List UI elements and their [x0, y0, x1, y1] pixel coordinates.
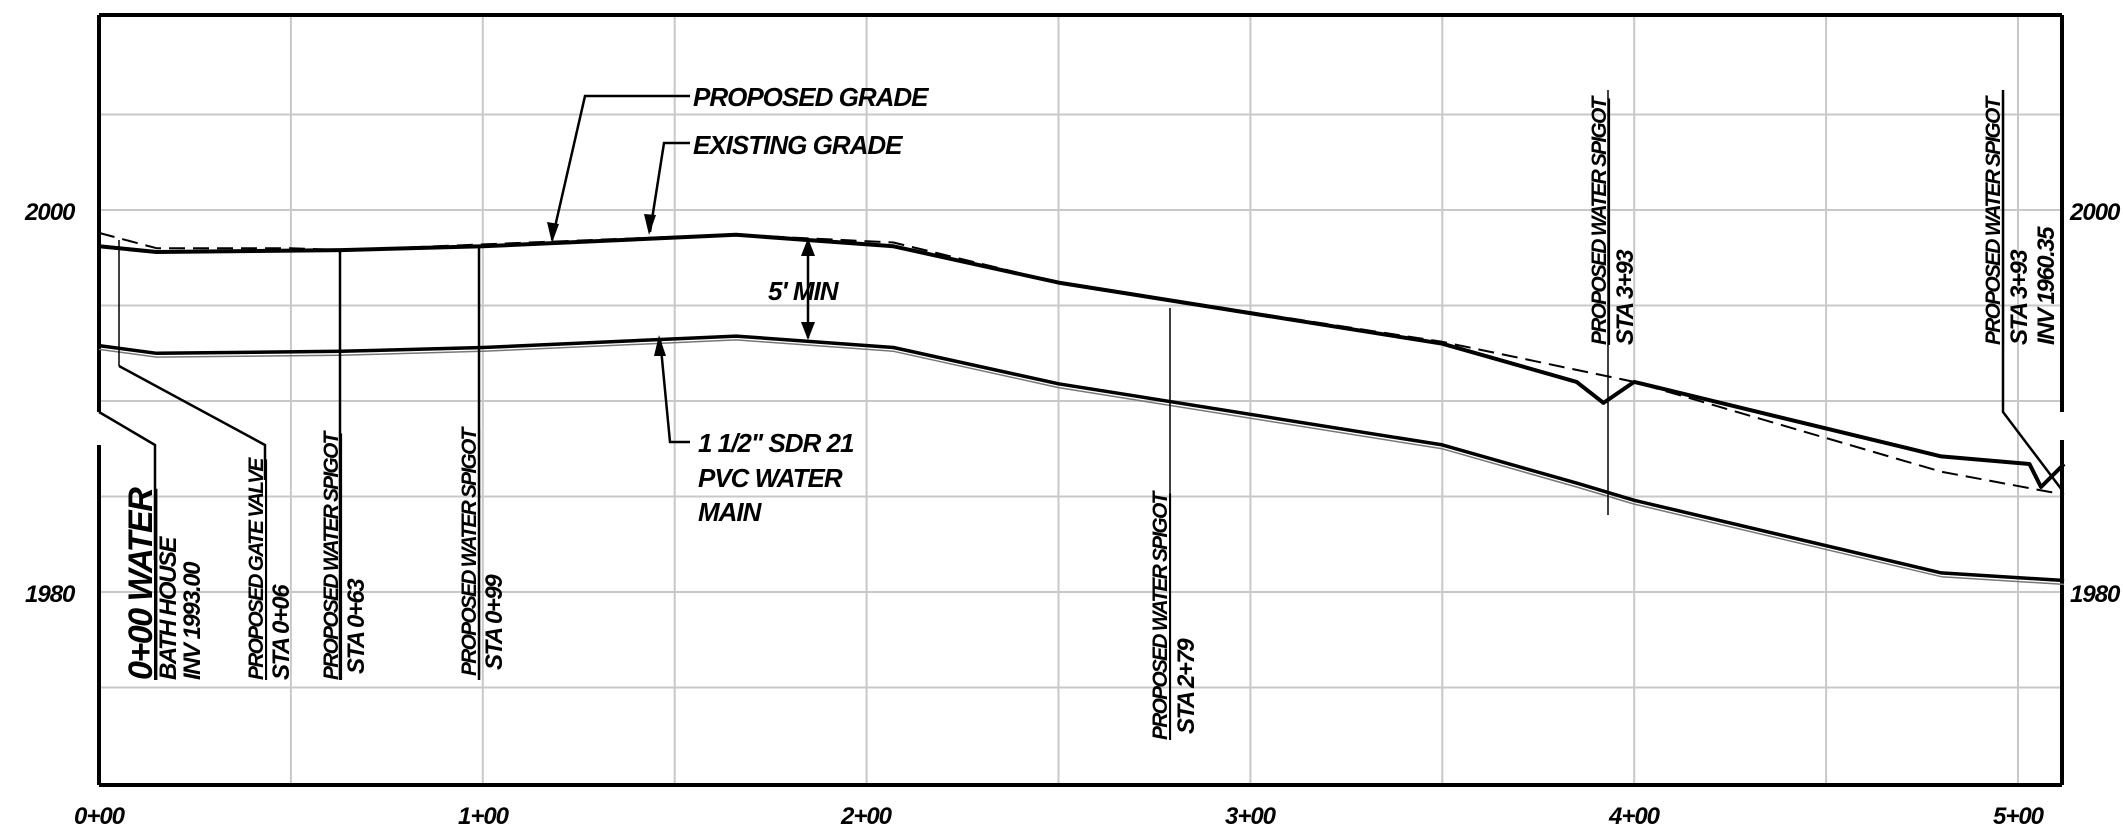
- water-main-arrow: [654, 335, 666, 356]
- proposed-grade-leader: [550, 94, 690, 241]
- x-tick: 0+00: [74, 803, 126, 830]
- proposed-grade-label: PROPOSED GRADE: [693, 82, 929, 112]
- y-tick-left: 2000: [24, 199, 76, 226]
- x-tick: 3+00: [1225, 803, 1277, 830]
- x-tick: 4+00: [1608, 803, 1661, 830]
- gate-valve-sta: STA 0+06: [268, 584, 295, 680]
- spigot-099-title: PROPOSED WATER SPIGOT: [458, 426, 481, 676]
- spigot-279-title: PROPOSED WATER SPIGOT: [1149, 490, 1172, 740]
- bath-house-leader: [98, 410, 157, 560]
- spigot-end-leader: [2001, 90, 2063, 491]
- y-tick-left: 1980: [25, 581, 76, 608]
- spigot-063-sta: STA 0+63: [343, 578, 370, 674]
- x-tick: 5+00: [1993, 803, 2045, 830]
- x-tick: 2+00: [840, 803, 893, 830]
- existing-grade-label: EXISTING GRADE: [693, 130, 903, 160]
- annotations: PROPOSED GRADE EXISTING GRADE 5' MIN 1 1…: [693, 82, 930, 527]
- water-main-label-1: 1 1/2" SDR 21: [698, 428, 854, 458]
- bath-house-line2: BATH HOUSE: [155, 536, 182, 680]
- existing-grade-leader: [648, 141, 690, 233]
- callout-spigot-099: PROPOSED WATER SPIGOT STA 0+99: [458, 426, 508, 676]
- y-tick-right: 1980: [2070, 581, 2121, 608]
- series-2-water-main-line-inner: [98, 339, 2065, 586]
- series-1-existing-grade-line: [98, 231, 2065, 496]
- spigot-393-title: PROPOSED WATER SPIGOT: [1588, 95, 1611, 345]
- x-tick-labels: 0+00 1+00 2+00 3+00 4+00 5+00: [74, 803, 2046, 830]
- frame: [97, 13, 2064, 787]
- spigot-099-sta: STA 0+99: [481, 574, 508, 670]
- spigot-393-sta: STA 3+93: [1612, 249, 1639, 345]
- cover-label: 5' MIN: [768, 276, 840, 306]
- spigot-063-title: PROPOSED WATER SPIGOT: [320, 430, 343, 680]
- series-2-water-main-line: [98, 334, 2065, 583]
- water-main-leader: [658, 337, 690, 444]
- spigot-end-title: PROPOSED WATER SPIGOT: [1982, 95, 2005, 345]
- callout-bath-house: 0+00 WATER BATH HOUSE INV 1993.00: [122, 487, 206, 680]
- callout-spigot-end: PROPOSED WATER SPIGOT STA 3+93 INV 1960.…: [1982, 95, 2060, 345]
- spigot-279-sta: STA 2+79: [1173, 638, 1200, 734]
- y-tick-labels: 2000 1980 2000 1980: [24, 199, 2122, 608]
- grid: [99, 15, 2062, 785]
- proposed-grade-arrow: [547, 222, 559, 243]
- water-main-label-3: MAIN: [698, 497, 763, 527]
- gate-valve-leader: [118, 364, 267, 480]
- leaders: [98, 90, 2063, 740]
- existing-grade-arrow: [644, 214, 656, 235]
- bath-house-line3: INV 1993.00: [179, 561, 206, 680]
- series-0-proposed-grade-line: [98, 232, 2066, 489]
- callout-spigot-393: PROPOSED WATER SPIGOT STA 3+93: [1588, 95, 1639, 345]
- callout-gate-valve: PROPOSED GATE VALVE STA 0+06: [245, 457, 295, 680]
- x-tick: 1+00: [458, 803, 510, 830]
- callout-spigot-279: PROPOSED WATER SPIGOT STA 2+79: [1149, 490, 1200, 740]
- spigot-end-sta: STA 3+93: [2006, 249, 2033, 345]
- y-tick-right: 2000: [2069, 199, 2121, 226]
- profile-series: [98, 231, 2066, 586]
- bath-house-title: 0+00 WATER: [122, 487, 160, 680]
- spigot-end-inv: INV 1960.35: [2033, 226, 2060, 345]
- gate-valve-title: PROPOSED GATE VALVE: [245, 457, 268, 680]
- callout-spigot-063: PROPOSED WATER SPIGOT STA 0+63: [320, 430, 370, 680]
- water-main-label-2: PVC WATER: [698, 463, 843, 493]
